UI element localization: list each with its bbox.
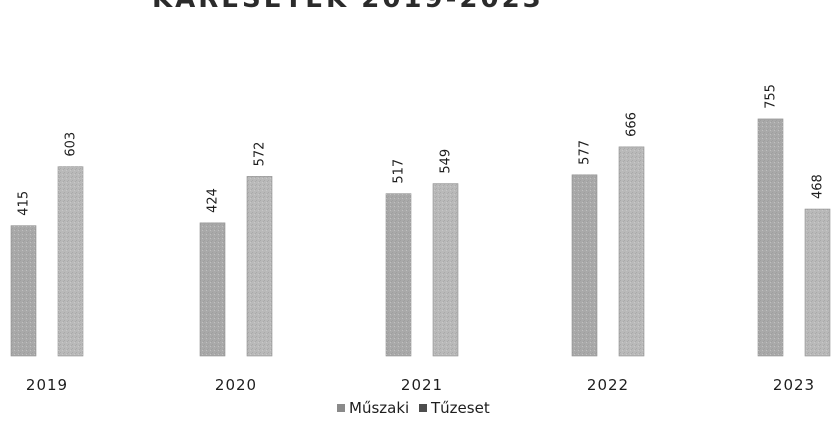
bars-layer — [10, 118, 831, 357]
legend-label-tuzeset: Tűzeset — [430, 399, 490, 417]
bar-texture — [200, 222, 225, 356]
value-label-muszaki-2022: 577 — [578, 140, 593, 165]
value-label-tuzeset-2019: 603 — [64, 132, 79, 157]
legend-swatch-muszaki — [337, 404, 345, 412]
value-label-muszaki-2021: 517 — [392, 159, 407, 184]
category-label-2021: 2021 — [401, 376, 443, 394]
value-label-tuzeset-2020: 572 — [253, 142, 268, 167]
bar-texture — [572, 174, 597, 356]
value-labels-layer: 415 603 424 572 517 549 577 666 755 468 — [17, 84, 826, 216]
value-label-muszaki-2019: 415 — [17, 191, 32, 216]
category-label-2023: 2023 — [773, 376, 815, 394]
bar-texture — [58, 166, 83, 356]
chart-title: KÁRESETEK 2019-2023 — [152, 0, 544, 14]
legend-swatch-tuzeset — [419, 404, 427, 412]
category-label-2022: 2022 — [587, 376, 629, 394]
value-label-muszaki-2020: 424 — [206, 188, 221, 213]
legend: Műszaki Tűzeset — [337, 399, 490, 417]
bar-texture — [805, 209, 830, 356]
category-label-2020: 2020 — [215, 376, 257, 394]
bar-texture — [758, 118, 783, 357]
value-label-tuzeset-2022: 666 — [625, 112, 640, 137]
bar-texture — [619, 146, 644, 356]
bar-texture — [386, 193, 411, 356]
bar-texture — [433, 183, 458, 356]
category-labels-layer: 2019 2020 2021 2022 2023 — [26, 376, 815, 394]
legend-label-muszaki: Műszaki — [349, 399, 409, 417]
category-label-2019: 2019 — [26, 376, 68, 394]
value-label-tuzeset-2021: 549 — [439, 149, 454, 174]
bar-texture — [11, 225, 36, 356]
bar-texture — [247, 176, 272, 356]
value-label-muszaki-2023: 755 — [764, 84, 779, 109]
value-label-tuzeset-2023: 468 — [811, 174, 826, 199]
